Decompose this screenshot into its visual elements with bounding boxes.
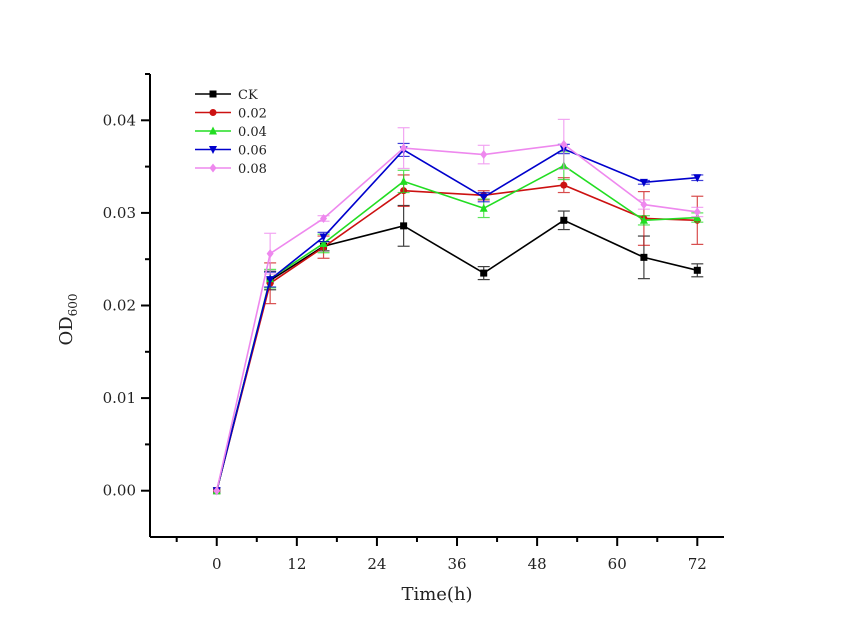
marker-diamond: [560, 139, 568, 149]
marker-triangle-down: [266, 276, 275, 285]
marker-triangle-up: [639, 215, 648, 224]
marker-square: [640, 253, 648, 261]
series-0-04: [212, 151, 704, 495]
marker-triangle-up: [209, 126, 217, 135]
x-tick-label: 24: [367, 555, 386, 573]
legend-label: 0.04: [238, 125, 267, 140]
marker-diamond: [400, 143, 408, 153]
marker-square: [693, 266, 701, 274]
marker-square: [400, 222, 408, 230]
marker-diamond: [266, 249, 274, 259]
x-axis-title: Time(h): [401, 584, 472, 605]
series-line: [215, 164, 698, 491]
series-line: [215, 219, 698, 491]
legend-label: 0.02: [238, 107, 267, 122]
legend: CK 0.02 0.04 0.06 0.08: [195, 88, 267, 177]
legend-item: 0.08: [195, 162, 267, 177]
series-0-08: [213, 118, 704, 496]
x-ticks: 0 12 24 36 48 60 72: [175, 537, 707, 573]
legend-label: 0.06: [238, 144, 267, 159]
axes: [149, 74, 724, 538]
y-tick-label: 0.00: [103, 482, 136, 500]
marker-triangle-up: [479, 203, 488, 212]
marker-diamond: [693, 207, 701, 217]
y-axis-title-subscript: 600: [66, 293, 80, 316]
legend-item: 0.02: [195, 107, 267, 122]
legend-label: CK: [238, 88, 258, 103]
x-tick-label: 36: [447, 555, 466, 573]
marker-triangle-up: [399, 176, 408, 185]
marker-diamond: [320, 213, 328, 223]
marker-diamond: [213, 486, 221, 496]
marker-circle: [209, 109, 217, 116]
y-tick-label: 0.04: [103, 111, 136, 129]
series-line: [215, 184, 698, 491]
legend-item: CK: [195, 88, 258, 103]
series-line: [215, 143, 698, 491]
y-tick-label: 0.03: [103, 204, 136, 222]
y-tick-label: 0.01: [103, 389, 136, 407]
marker-square: [480, 269, 488, 277]
marker-circle: [560, 181, 568, 189]
marker-triangle-down: [479, 193, 488, 202]
marker-diamond: [209, 163, 217, 173]
x-tick-label: 60: [608, 555, 627, 573]
marker-triangle-up: [319, 238, 328, 247]
y-axis-title: OD600: [56, 293, 80, 345]
marker-diamond: [640, 200, 648, 210]
y-ticks: 0.00 0.01 0.02 0.03 0.04: [103, 73, 150, 500]
legend-item: 0.06: [195, 144, 267, 159]
marker-triangle-down: [319, 233, 328, 242]
legend-item: 0.04: [195, 125, 267, 140]
series-0-02: [213, 174, 704, 495]
marker-square: [209, 90, 217, 98]
series-layer: [212, 118, 704, 496]
x-tick-label: 48: [528, 555, 547, 573]
y-tick-label: 0.02: [103, 297, 136, 315]
marker-triangle-down: [209, 146, 217, 154]
x-tick-label: 12: [287, 555, 306, 573]
series-0-06: [212, 142, 704, 496]
series-line: [215, 148, 698, 491]
marker-triangle-down: [639, 178, 648, 187]
marker-triangle-down: [693, 174, 702, 183]
marker-square: [560, 216, 568, 224]
y-axis-title-main: OD: [56, 316, 77, 345]
x-tick-label: 72: [688, 555, 707, 573]
legend-label: 0.08: [238, 162, 267, 177]
x-tick-label: 0: [212, 555, 222, 573]
marker-diamond: [480, 150, 488, 160]
series-CK: [213, 204, 704, 495]
